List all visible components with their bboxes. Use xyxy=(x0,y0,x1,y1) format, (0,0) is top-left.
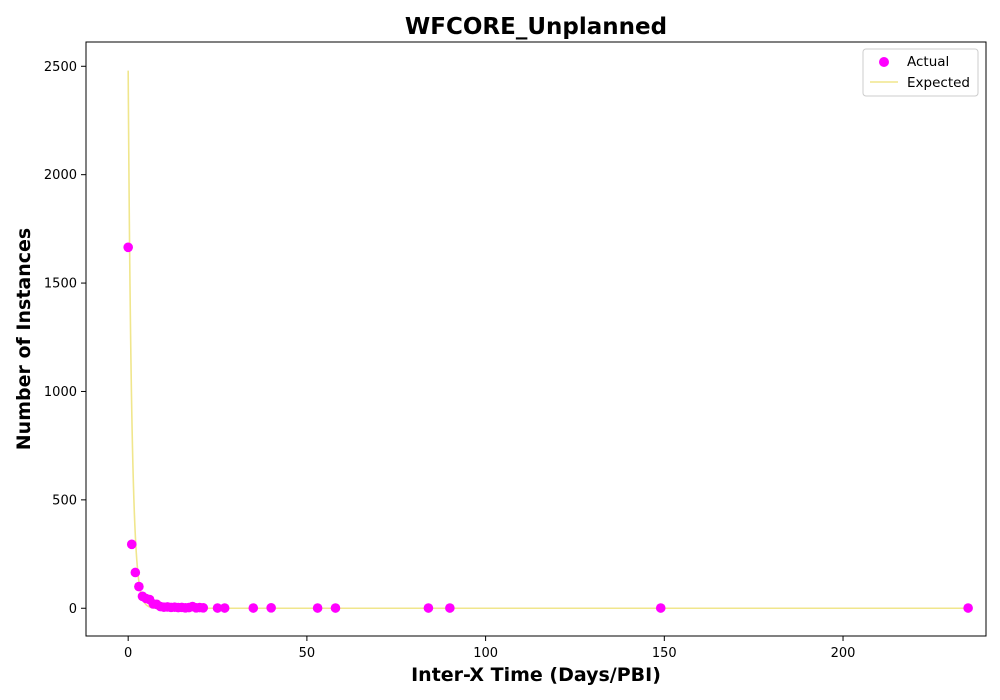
actual-point xyxy=(134,581,144,592)
actual-point xyxy=(312,603,323,613)
actual-point xyxy=(219,603,230,613)
actual-point xyxy=(330,603,341,613)
y-axis-label: Number of Instances xyxy=(13,228,35,450)
y-tick-label: 2500 xyxy=(44,60,77,75)
legend-marker-actual xyxy=(879,57,889,67)
x-axis-label: Inter-X Time (Days/PBI) xyxy=(411,664,661,686)
actual-point xyxy=(198,603,209,613)
y-tick-label: 0 xyxy=(69,602,77,617)
actual-point xyxy=(248,603,259,613)
actual-point xyxy=(123,242,133,253)
x-tick-label: 100 xyxy=(473,646,498,661)
plot-frame xyxy=(85,41,987,637)
y-tick-label: 500 xyxy=(52,493,77,508)
y-tick-label: 1500 xyxy=(44,277,77,292)
legend-label-expected: Expected xyxy=(907,75,970,91)
actual-point xyxy=(266,603,276,613)
actual-point xyxy=(963,603,973,613)
actual-point xyxy=(212,603,223,613)
actual-point xyxy=(126,539,137,550)
legend-frame xyxy=(862,48,979,97)
x-tick-label: 200 xyxy=(831,646,856,661)
actual-point xyxy=(423,603,434,613)
plot-area xyxy=(123,70,973,613)
actual-point xyxy=(655,603,666,613)
x-tick-label: 0 xyxy=(124,646,132,661)
y-tick-label: 2000 xyxy=(44,168,77,183)
legend-label-actual: Actual xyxy=(907,54,949,70)
x-tick-label: 150 xyxy=(652,646,677,661)
actual-point xyxy=(445,603,455,613)
chart-title: WFCORE_Unplanned xyxy=(405,14,667,40)
x-tick-label: 50 xyxy=(299,646,316,661)
actual-point xyxy=(130,567,141,578)
y-tick-label: 1000 xyxy=(44,385,77,400)
legend: Actual Expected xyxy=(862,48,979,97)
